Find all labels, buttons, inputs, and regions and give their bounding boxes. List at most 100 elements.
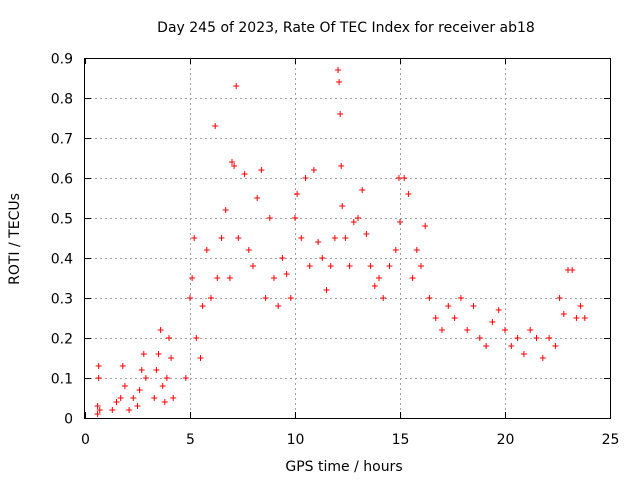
y-tick-label: 0.6 <box>51 172 73 188</box>
data-point <box>323 287 330 293</box>
y-tick-label: 0.7 <box>51 132 73 148</box>
chart-title: Day 245 of 2023, Rate Of TEC Index for r… <box>157 20 535 36</box>
data-point <box>422 223 429 229</box>
data-point <box>166 335 172 341</box>
data-point <box>464 327 471 333</box>
data-point <box>371 283 378 289</box>
data-point <box>275 303 282 309</box>
data-point <box>376 275 382 281</box>
chart-grid <box>85 58 610 418</box>
data-point <box>495 307 502 313</box>
data-point <box>136 387 143 393</box>
data-point <box>546 335 553 341</box>
data-point <box>283 271 290 277</box>
data-point <box>533 335 540 341</box>
data-point <box>254 195 261 201</box>
data-point <box>113 399 120 405</box>
data-point <box>338 163 345 169</box>
data-point <box>161 399 168 405</box>
data-point <box>117 395 124 401</box>
y-tick-label: 0.5 <box>51 212 73 228</box>
y-tick-label: 0.2 <box>51 332 73 348</box>
data-point <box>155 351 162 357</box>
x-tick-label: 5 <box>186 432 195 448</box>
data-point <box>346 263 353 269</box>
data-point <box>95 375 102 381</box>
data-point <box>157 327 164 333</box>
data-point <box>445 303 452 309</box>
data-point <box>413 247 420 253</box>
data-point <box>552 343 559 349</box>
data-point <box>319 255 326 261</box>
data-point <box>94 411 101 417</box>
data-point <box>577 303 584 309</box>
data-point <box>327 263 334 269</box>
data-point <box>182 375 189 381</box>
data-point <box>121 383 128 389</box>
data-point <box>94 403 101 409</box>
y-tick-label: 0.9 <box>51 52 73 68</box>
data-point <box>397 219 403 225</box>
y-tick-label: 0.1 <box>51 372 73 388</box>
y-tick-label: 0 <box>64 412 73 428</box>
x-tick-label: 20 <box>497 432 515 448</box>
data-point <box>292 215 298 221</box>
data-point <box>258 167 265 173</box>
data-point <box>119 363 126 369</box>
data-point <box>527 327 534 333</box>
data-point <box>96 407 103 413</box>
x-tick-label: 25 <box>602 432 620 448</box>
data-point <box>439 327 445 333</box>
y-tick-label: 0.8 <box>51 92 73 108</box>
data-point <box>560 311 567 317</box>
data-point <box>138 367 145 373</box>
data-point <box>109 407 116 413</box>
data-point <box>386 263 393 269</box>
data-point <box>409 275 416 281</box>
data-point <box>342 235 349 241</box>
data-point <box>392 247 399 253</box>
axis-ticks <box>85 58 611 419</box>
data-point <box>355 215 361 221</box>
data-point <box>539 355 546 361</box>
data-point <box>363 231 370 237</box>
data-point <box>266 215 273 221</box>
data-point <box>153 367 160 373</box>
data-point <box>245 247 252 253</box>
data-point <box>222 207 229 213</box>
data-point <box>231 163 238 169</box>
data-point <box>142 375 149 381</box>
data-point <box>193 335 200 341</box>
data-point <box>241 171 248 177</box>
data-point <box>483 343 490 349</box>
data-point <box>199 303 206 309</box>
data-point <box>187 295 193 301</box>
data-point <box>476 335 483 341</box>
data-point <box>451 315 458 321</box>
x-tick-labels: 0 5 10 15 20 25 <box>81 432 619 448</box>
data-point <box>298 235 305 241</box>
data-point <box>151 395 158 401</box>
data-point <box>336 79 343 85</box>
data-point <box>380 295 387 301</box>
data-point <box>189 275 196 281</box>
data-point <box>130 395 137 401</box>
data-point <box>315 239 322 245</box>
data-point <box>432 315 439 321</box>
x-tick-label: 10 <box>287 432 305 448</box>
x-axis-label: GPS time / hours <box>285 459 402 475</box>
data-point <box>573 315 580 321</box>
data-point <box>226 275 233 281</box>
data-point <box>214 275 221 281</box>
data-point <box>218 235 225 241</box>
data-point <box>302 175 309 181</box>
data-point <box>418 263 424 269</box>
data-point <box>581 315 588 321</box>
data-point <box>335 67 342 73</box>
data-point <box>168 355 175 361</box>
data-point <box>212 123 219 129</box>
data-point <box>287 295 294 301</box>
data-point <box>339 203 346 209</box>
data-point <box>279 255 286 261</box>
data-point <box>126 407 133 413</box>
